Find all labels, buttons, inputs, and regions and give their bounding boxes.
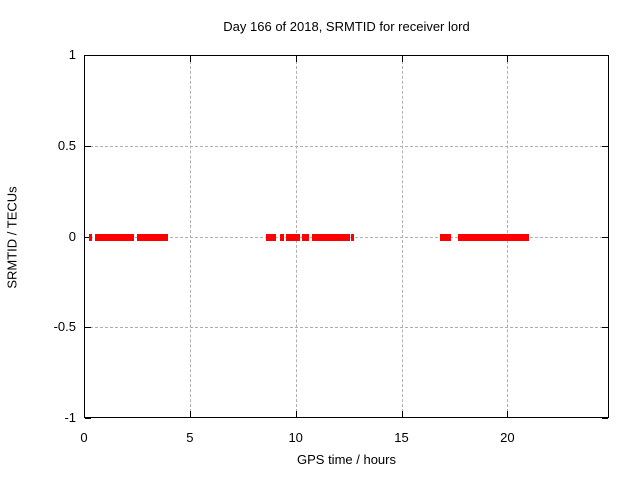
- x-tick-bottom: [189, 411, 191, 417]
- x-tick-top: [295, 56, 297, 62]
- data-segment: [279, 234, 284, 241]
- y-tick-label: 0.5: [57, 137, 76, 153]
- horizontal-gridline: [85, 145, 608, 147]
- x-tick-label: 15: [394, 430, 409, 445]
- data-segment: [88, 234, 92, 241]
- y-tick-left: [85, 55, 91, 56]
- plot-area: [84, 55, 609, 419]
- y-tick-left: [85, 145, 91, 147]
- y-tick-left: [85, 236, 91, 238]
- x-tick-bottom: [84, 411, 85, 417]
- y-tick-label: 1: [68, 47, 76, 62]
- x-tick-label: 5: [186, 430, 194, 445]
- data-segment: [440, 234, 451, 241]
- y-tick-right: [602, 236, 608, 238]
- data-segment: [301, 234, 310, 241]
- y-tick-left: [85, 327, 91, 329]
- data-segment: [351, 234, 355, 241]
- x-tick-bottom: [401, 411, 403, 417]
- y-tick-right: [602, 145, 608, 147]
- y-tick-label: -1: [64, 410, 76, 425]
- x-axis-label: GPS time / hours: [297, 452, 396, 467]
- data-segment: [285, 234, 300, 241]
- horizontal-gridline: [85, 327, 608, 329]
- y-tick-label: -0.5: [53, 319, 76, 335]
- y-axis-label: SRMTID / TECUs: [4, 186, 20, 289]
- data-segment: [94, 234, 134, 241]
- y-tick-left: [85, 418, 91, 419]
- y-tick-right: [602, 418, 608, 419]
- x-tick-top: [189, 56, 191, 62]
- x-tick-label: 20: [500, 430, 515, 445]
- data-segment: [311, 234, 350, 241]
- x-tick-top: [401, 56, 403, 62]
- data-segment: [458, 234, 529, 241]
- x-tick-label: 0: [80, 430, 88, 445]
- data-segment: [266, 234, 277, 241]
- chart-title: Day 166 of 2018, SRMTID for receiver lor…: [223, 19, 470, 34]
- y-tick-label: 0: [68, 228, 76, 244]
- x-tick-bottom: [507, 411, 509, 417]
- x-tick-label: 10: [288, 430, 303, 445]
- y-tick-right: [602, 327, 608, 329]
- x-tick-bottom: [295, 411, 297, 417]
- x-tick-top: [507, 56, 509, 62]
- y-tick-right: [602, 55, 608, 56]
- data-segment: [137, 234, 168, 241]
- x-tick-top: [84, 56, 85, 62]
